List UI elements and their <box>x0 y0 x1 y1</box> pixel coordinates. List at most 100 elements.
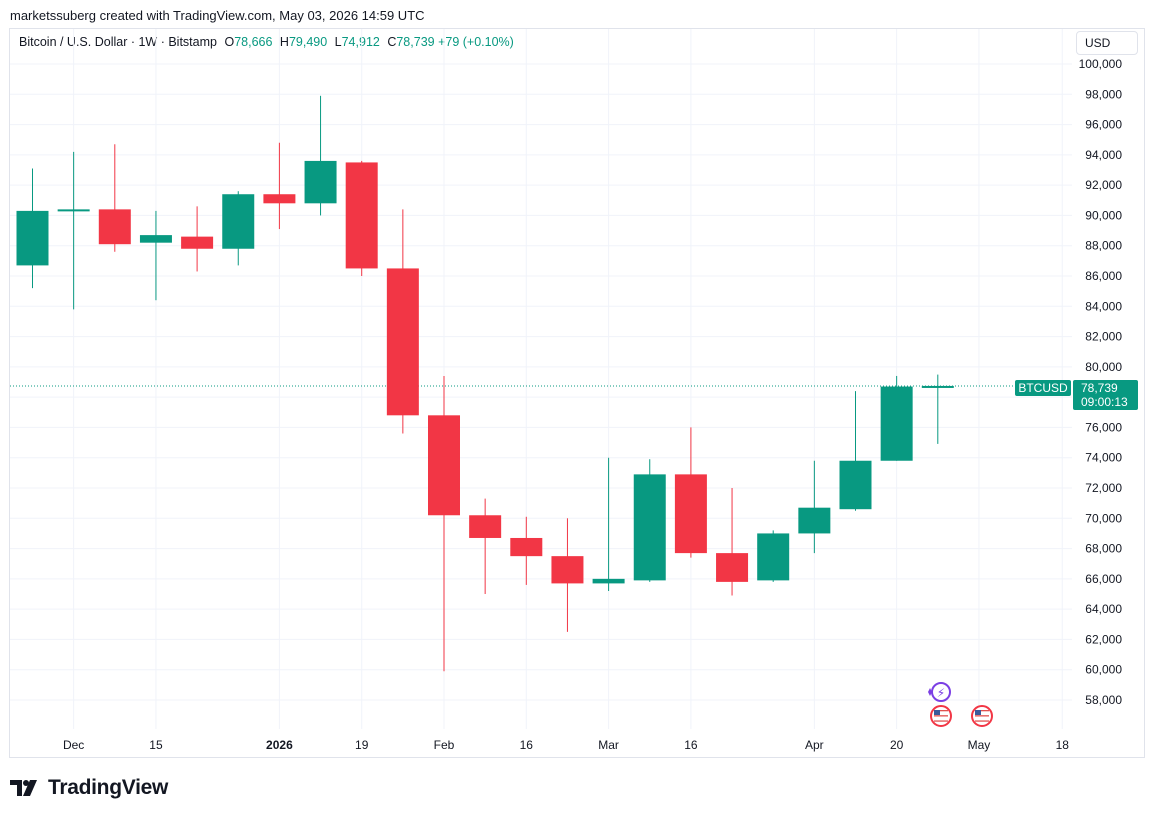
time-tick-label: 16 <box>684 738 698 752</box>
candle <box>798 460 831 554</box>
flag-canton <box>934 710 940 715</box>
candle <box>592 457 625 591</box>
candle-body <box>469 515 502 538</box>
flag-stripe <box>975 710 989 712</box>
price-tick-label: 84,000 <box>1085 299 1122 313</box>
legend-open-label: O <box>224 35 235 49</box>
candle-body <box>880 386 913 461</box>
symbol-tag-label: BTCUSD <box>1018 381 1068 395</box>
tradingview-logo-icon <box>10 780 37 796</box>
time-tick-label: 19 <box>355 738 369 752</box>
price-tick-label: 86,000 <box>1085 269 1122 283</box>
price-tick-label: 92,000 <box>1085 178 1122 192</box>
tradingview-logo[interactable]: TradingView <box>10 776 168 800</box>
legend-high-label: H <box>279 35 289 49</box>
time-axis[interactable]: Dec 15 2026 19 Feb 16 Mar 16 Apr 20 May 18 <box>63 738 1069 752</box>
flag-stripe <box>934 715 948 717</box>
candle-body <box>428 415 460 516</box>
candle-body <box>798 507 831 534</box>
price-tick-label: 90,000 <box>1085 208 1122 222</box>
price-tick-label: 62,000 <box>1085 632 1122 646</box>
attribution-text: marketssuberg created with TradingView.c… <box>10 8 425 23</box>
price-tick-label: 98,000 <box>1085 87 1122 101</box>
chart-legend: Bitcoin / U.S. Dollar · 1W · Bitstamp O 7… <box>19 35 514 49</box>
flag-canton <box>975 710 981 715</box>
candle-body <box>757 533 790 581</box>
candle-body <box>716 553 749 582</box>
sparkle-shape <box>928 688 932 696</box>
chart-frame <box>9 28 1145 758</box>
flag-stripe <box>934 717 948 720</box>
time-tick-label: Mar <box>598 738 619 752</box>
legend-close-value: 78,739 <box>396 35 435 49</box>
flag-stripe <box>975 720 989 722</box>
time-tick-label: 16 <box>520 738 534 752</box>
price-tick-label: 58,000 <box>1085 693 1122 707</box>
price-axis[interactable]: 58,000 60,000 62,000 64,000 66,000 68,000 70,0… <box>1079 57 1123 707</box>
legend-high-value: 79,490 <box>288 35 328 49</box>
candle-body <box>674 474 707 554</box>
price-tag-countdown: 09:00:13 <box>1081 395 1128 409</box>
legend-change-value: +79 (+0.10%) <box>438 35 514 49</box>
candle-body <box>304 160 337 204</box>
price-tick-label: 66,000 <box>1085 572 1122 586</box>
candle-body <box>592 578 625 584</box>
flag-stripe <box>934 710 948 712</box>
candles <box>16 95 954 672</box>
price-tick-label: 100,000 <box>1079 57 1123 71</box>
candle-body <box>633 474 666 581</box>
candle <box>98 144 131 252</box>
candle-body <box>510 537 543 557</box>
currency-button[interactable]: USD <box>1076 31 1138 55</box>
legend-symbol: Bitcoin / U.S. Dollar · 1W · Bitstamp <box>19 35 217 49</box>
candle-body <box>263 194 296 204</box>
candle <box>139 210 172 301</box>
price-tick-label: 68,000 <box>1085 542 1122 556</box>
candle <box>222 191 255 266</box>
candle-body <box>181 236 214 249</box>
time-tick-label: Apr <box>805 738 824 752</box>
flash-event-icon[interactable]: ⚡ <box>928 682 951 702</box>
candle-body <box>839 460 872 510</box>
price-tick-label: 72,000 <box>1085 481 1122 495</box>
flag-stripe <box>975 712 989 714</box>
candle-body <box>98 209 131 245</box>
candle <box>345 160 378 276</box>
us-flag-event-icon[interactable] <box>971 705 993 727</box>
price-tick-label: 80,000 <box>1085 360 1122 374</box>
time-tick-label: 18 <box>1056 738 1070 752</box>
legend-close-label: C <box>387 35 397 49</box>
flag-stripe <box>975 717 989 720</box>
flag-stripe <box>975 715 989 717</box>
price-tick-label: 74,000 <box>1085 451 1122 465</box>
candle-body <box>551 556 584 584</box>
flag-stripe <box>934 720 948 722</box>
price-tick-label: 64,000 <box>1085 602 1122 616</box>
candle-body <box>386 268 419 416</box>
candle-body <box>16 210 49 266</box>
price-tick-label: 82,000 <box>1085 330 1122 344</box>
price-tick-label: 88,000 <box>1085 239 1122 253</box>
time-tick-label: Dec <box>63 738 84 752</box>
symbol-tag-bg <box>1015 380 1071 396</box>
candle <box>263 142 296 230</box>
candle <box>757 530 790 582</box>
events: ⚡ <box>928 682 993 727</box>
candle <box>839 391 872 511</box>
tradingview-wordmark: TradingView <box>48 776 169 799</box>
us-flag-event-icon[interactable] <box>930 705 952 727</box>
legend-low-label: L <box>334 35 342 49</box>
price-tick-label: 96,000 <box>1085 118 1122 132</box>
candle <box>386 209 419 434</box>
time-tick-label: Feb <box>434 738 455 752</box>
candle <box>716 488 749 596</box>
flag-stripe <box>934 712 948 714</box>
flash-glyph: ⚡ <box>937 686 945 700</box>
candle <box>428 375 460 672</box>
candle <box>551 518 584 632</box>
candle <box>57 151 90 310</box>
price-tag-value: 78,739 <box>1081 381 1118 395</box>
candle-body <box>222 194 255 249</box>
time-tick-label: 2026 <box>266 738 293 752</box>
